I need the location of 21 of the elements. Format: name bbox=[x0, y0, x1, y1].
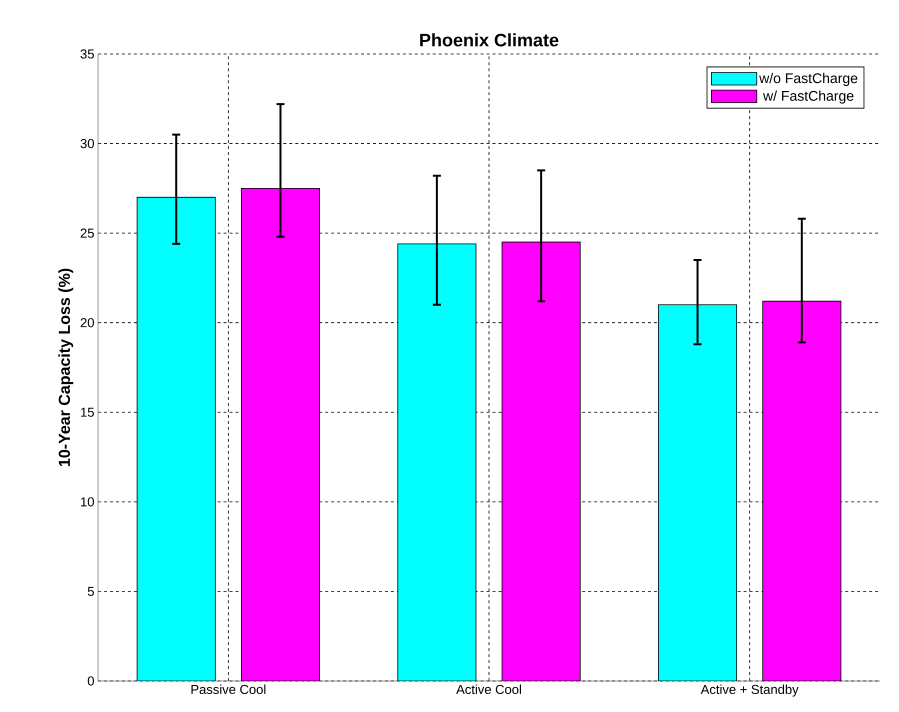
legend-label: w/o FastCharge bbox=[759, 72, 858, 86]
y-tick-label: 30 bbox=[80, 138, 94, 148]
x-tick-label: Active Cool bbox=[456, 684, 521, 694]
chart-title: Phoenix Climate bbox=[420, 33, 558, 46]
x-tick-label: Passive Cool bbox=[191, 684, 266, 694]
y-tick-label: 35 bbox=[80, 49, 94, 59]
y-axis-title: 10-Year Capacity Loss (%) bbox=[58, 268, 74, 466]
bar bbox=[240, 188, 320, 681]
bar bbox=[136, 196, 216, 681]
bar bbox=[658, 304, 738, 681]
bar bbox=[762, 300, 842, 681]
x-tick-label: Active + Standby bbox=[700, 684, 799, 697]
y-tick-label: 0 bbox=[88, 676, 94, 686]
bar bbox=[502, 242, 581, 681]
y-tick-label: 10 bbox=[81, 497, 94, 506]
y-tick-label: 20 bbox=[80, 318, 94, 328]
y-tick-label: 25 bbox=[80, 228, 94, 238]
legend-label: w/ FastCharge bbox=[763, 90, 854, 104]
bar bbox=[397, 243, 476, 681]
y-tick-label: 5 bbox=[88, 586, 94, 596]
y-tick-label: 15 bbox=[81, 408, 94, 417]
